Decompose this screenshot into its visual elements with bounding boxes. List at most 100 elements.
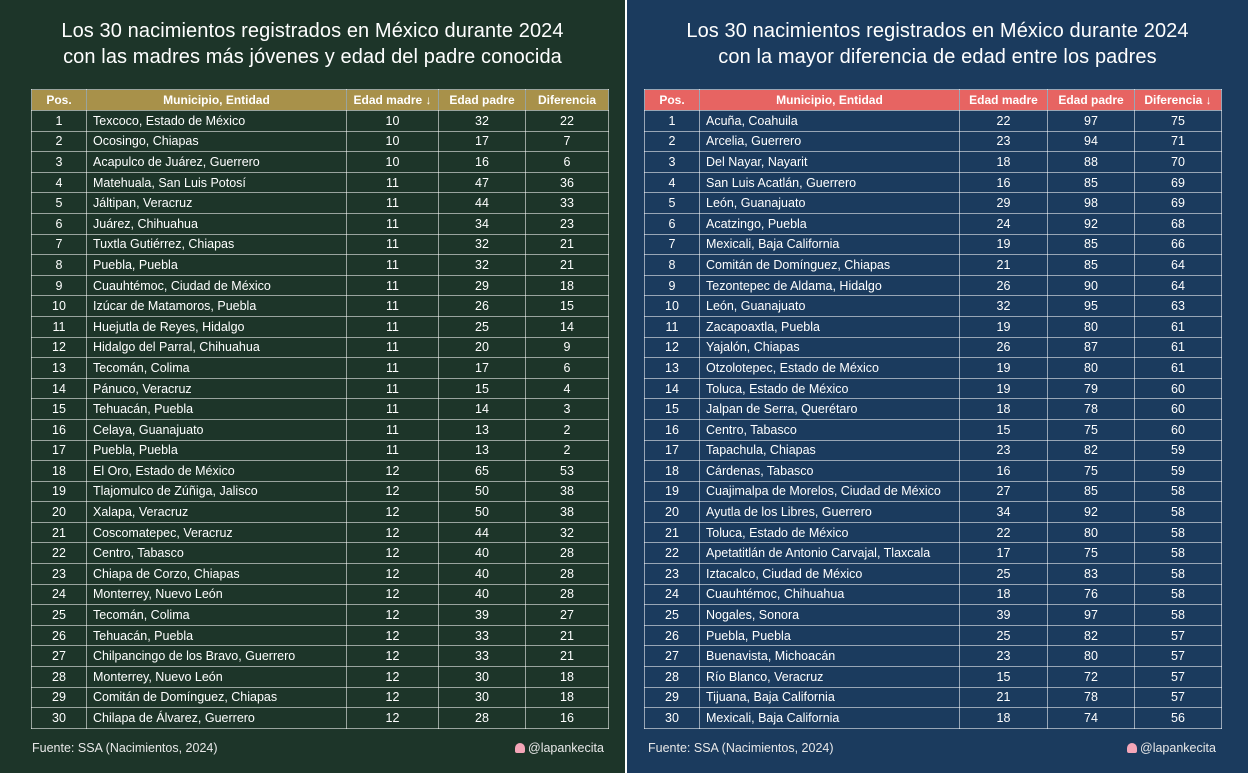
table-cell: Pánuco, Veracruz <box>86 377 347 400</box>
table-cell: 44 <box>438 521 526 544</box>
table-cell: 58 <box>1134 542 1222 565</box>
table-row: 2 Ocosingo, Chiapas 10 17 7 <box>31 130 609 153</box>
table-cell: 98 <box>1047 192 1135 214</box>
table-cell: 3 <box>31 151 87 173</box>
table-row: 13 Tecomán, Colima 11 17 6 <box>31 357 609 379</box>
table-cell: 2 <box>525 418 609 441</box>
table-cell: 15 <box>644 398 700 420</box>
table-cell: Nogales, Sonora <box>699 604 960 626</box>
table-cell: 6 <box>644 212 700 235</box>
table-row: 22 Apetatitlán de Antonio Carvajal, Tlaxc… <box>644 542 1222 565</box>
table-cell: 12 <box>346 666 439 688</box>
table-cell: 18 <box>959 398 1048 420</box>
table-cell: 58 <box>1134 604 1222 626</box>
table-row: 9 Cuauhtémoc, Ciudad de México 11 29 18 <box>31 274 609 297</box>
table-cell: Puebla, Puebla <box>86 254 347 276</box>
table-row: 5 León, Guanajuato 29 98 69 <box>644 192 1222 214</box>
left-title-line1: Los 30 nacimientos registrados en México… <box>61 20 564 42</box>
table-cell: 24 <box>644 583 700 606</box>
table-cell: 59 <box>1134 439 1222 462</box>
table-cell: 18 <box>959 707 1048 729</box>
table-cell: 60 <box>1134 398 1222 420</box>
column-header: Diferencia <box>525 89 609 111</box>
table-cell: 25 <box>644 604 700 626</box>
table-cell: 28 <box>525 583 609 606</box>
table-row: 10 Izúcar de Matamoros, Puebla 11 26 15 <box>31 295 609 317</box>
table-cell: 33 <box>525 192 609 214</box>
table-row: 21 Coscomatepec, Veracruz 12 44 32 <box>31 521 609 544</box>
table-cell: 53 <box>525 460 609 482</box>
table-cell: 80 <box>1047 357 1135 379</box>
table-row: 11 Huejutla de Reyes, Hidalgo 11 25 14 <box>31 315 609 338</box>
table-cell: 15 <box>438 377 526 400</box>
table-cell: 30 <box>438 666 526 688</box>
table-cell: 11 <box>346 377 439 400</box>
table-cell: 5 <box>31 192 87 214</box>
table-cell: 6 <box>31 212 87 235</box>
table-cell: 80 <box>1047 521 1135 544</box>
table-cell: 34 <box>438 212 526 235</box>
table-cell: 17 <box>438 357 526 379</box>
table-cell: 15 <box>31 398 87 420</box>
table-cell: Iztacalco, Ciudad de México <box>699 563 960 585</box>
table-cell: 72 <box>1047 666 1135 688</box>
table-cell: 4 <box>644 171 700 194</box>
table-cell: 3 <box>644 151 700 173</box>
table-cell: 75 <box>1047 460 1135 482</box>
table-cell: 87 <box>1047 336 1135 359</box>
table-cell: 75 <box>1134 110 1222 132</box>
table-cell: 2 <box>644 130 700 153</box>
table-cell: 71 <box>1134 130 1222 153</box>
table-cell: 16 <box>644 418 700 441</box>
table-cell: Zacapoaxtla, Puebla <box>699 315 960 338</box>
table-cell: Matehuala, San Luis Potosí <box>86 171 347 194</box>
left-table-body: 1 Texcoco, Estado de México 10 32 22 2 Ocosing… <box>31 110 609 729</box>
table-cell: León, Guanajuato <box>699 295 960 317</box>
table-row: 19 Cuajimalpa de Morelos, Ciudad de Méxic… <box>644 480 1222 503</box>
table-cell: 83 <box>1047 563 1135 585</box>
table-cell: 21 <box>959 686 1048 709</box>
table-cell: Chilpancingo de los Bravo, Guerrero <box>86 645 347 668</box>
table-row: 28 Río Blanco, Veracruz 15 72 57 <box>644 666 1222 688</box>
table-cell: 97 <box>1047 604 1135 626</box>
table-cell: 23 <box>959 439 1048 462</box>
table-cell: El Oro, Estado de México <box>86 460 347 482</box>
table-cell: 61 <box>1134 336 1222 359</box>
table-row: 6 Juárez, Chihuahua 11 34 23 <box>31 212 609 235</box>
table-cell: 10 <box>346 110 439 132</box>
table-cell: 2 <box>31 130 87 153</box>
table-row: 22 Centro, Tabasco 12 40 28 <box>31 542 609 565</box>
table-cell: 11 <box>346 315 439 338</box>
table-cell: 22 <box>31 542 87 565</box>
table-cell: 29 <box>438 274 526 297</box>
table-cell: 20 <box>644 501 700 523</box>
table-row: 8 Comitán de Domínguez, Chiapas 21 85 64 <box>644 254 1222 276</box>
table-cell: 39 <box>438 604 526 626</box>
table-row: 11 Zacapoaxtla, Puebla 19 80 61 <box>644 315 1222 338</box>
table-cell: 78 <box>1047 686 1135 709</box>
table-row: 4 Matehuala, San Luis Potosí 11 47 36 <box>31 171 609 194</box>
table-cell: 30 <box>644 707 700 729</box>
table-cell: 12 <box>346 583 439 606</box>
table-cell: 7 <box>525 130 609 153</box>
table-cell: 90 <box>1047 274 1135 297</box>
table-cell: Tuxtla Gutiérrez, Chiapas <box>86 233 347 256</box>
table-cell: 11 <box>346 336 439 359</box>
table-cell: 85 <box>1047 254 1135 276</box>
table-cell: 38 <box>525 480 609 503</box>
left-handle: @lapankecita <box>515 741 604 755</box>
table-cell: 50 <box>438 501 526 523</box>
table-cell: 23 <box>31 563 87 585</box>
left-panel: Los 30 nacimientos registrados en México… <box>0 0 625 773</box>
table-cell: 16 <box>959 460 1048 482</box>
table-cell: 85 <box>1047 233 1135 256</box>
table-cell: Celaya, Guanajuato <box>86 418 347 441</box>
table-cell: 23 <box>525 212 609 235</box>
table-cell: 58 <box>1134 501 1222 523</box>
table-cell: Cuauhtémoc, Ciudad de México <box>86 274 347 297</box>
table-cell: 18 <box>31 460 87 482</box>
table-cell: 32 <box>438 233 526 256</box>
table-row: 1 Acuña, Coahuila 22 97 75 <box>644 110 1222 132</box>
table-cell: 27 <box>644 645 700 668</box>
table-cell: 58 <box>1134 521 1222 544</box>
